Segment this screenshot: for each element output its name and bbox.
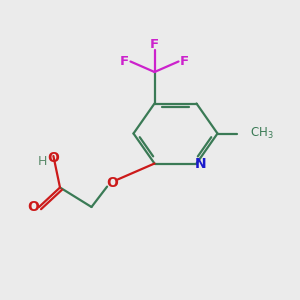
Text: N: N — [194, 157, 206, 170]
Text: O: O — [47, 151, 59, 164]
Text: F: F — [180, 55, 189, 68]
Text: CH$_3$: CH$_3$ — [250, 126, 274, 141]
Text: F: F — [120, 55, 129, 68]
Text: O: O — [27, 200, 39, 214]
Text: H: H — [38, 154, 47, 168]
Text: O: O — [106, 176, 119, 190]
Text: F: F — [150, 38, 159, 51]
